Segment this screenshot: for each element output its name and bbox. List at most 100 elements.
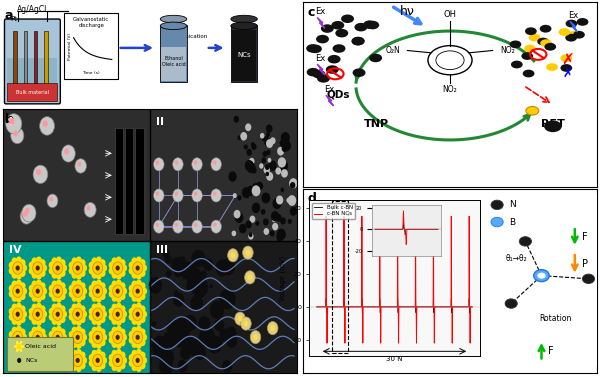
Bulk c-BN	[464, 305, 472, 309]
Circle shape	[43, 120, 48, 127]
Circle shape	[71, 303, 77, 311]
Bar	[232, 30, 256, 81]
Circle shape	[73, 262, 83, 274]
Circle shape	[56, 272, 62, 280]
Bar	[332, 201, 348, 353]
Circle shape	[61, 264, 67, 272]
Y-axis label: Voltage (mV): Voltage (mV)	[279, 255, 286, 301]
Circle shape	[253, 334, 258, 340]
Circle shape	[133, 308, 143, 320]
Circle shape	[59, 305, 65, 313]
Circle shape	[71, 280, 77, 288]
Circle shape	[100, 293, 106, 300]
Circle shape	[81, 334, 87, 341]
Circle shape	[96, 342, 102, 349]
Circle shape	[116, 303, 122, 310]
Circle shape	[181, 334, 195, 352]
Circle shape	[100, 282, 106, 290]
Circle shape	[52, 341, 58, 348]
Circle shape	[116, 272, 122, 280]
Circle shape	[524, 44, 536, 52]
Circle shape	[76, 319, 82, 326]
Circle shape	[32, 317, 37, 325]
Circle shape	[209, 284, 213, 288]
Circle shape	[131, 303, 137, 311]
Circle shape	[9, 118, 14, 125]
Circle shape	[59, 270, 65, 277]
Circle shape	[140, 259, 146, 267]
Circle shape	[249, 233, 253, 237]
Text: d: d	[307, 192, 316, 205]
Circle shape	[71, 257, 77, 265]
Circle shape	[252, 202, 260, 213]
Circle shape	[109, 360, 115, 367]
Circle shape	[100, 316, 106, 323]
Circle shape	[109, 313, 115, 321]
Circle shape	[101, 287, 107, 295]
Polygon shape	[326, 95, 334, 106]
Circle shape	[16, 365, 22, 372]
Circle shape	[89, 360, 95, 367]
Bulk c-BN	[313, 305, 320, 309]
Circle shape	[116, 256, 122, 264]
Circle shape	[208, 336, 222, 354]
Circle shape	[95, 335, 100, 340]
Circle shape	[49, 197, 53, 202]
Circle shape	[174, 332, 187, 348]
Circle shape	[569, 31, 580, 38]
Circle shape	[316, 35, 329, 43]
Circle shape	[89, 308, 95, 315]
Circle shape	[199, 327, 215, 347]
Circle shape	[8, 354, 14, 361]
Circle shape	[155, 192, 159, 196]
Circle shape	[366, 21, 379, 29]
Text: Ex: Ex	[568, 11, 578, 20]
Circle shape	[119, 305, 125, 313]
Circle shape	[194, 192, 197, 196]
Bulk c-BN	[389, 305, 396, 309]
Text: θ₁→θ₂: θ₁→θ₂	[505, 254, 527, 263]
Text: NCs: NCs	[25, 358, 37, 363]
Polygon shape	[317, 17, 325, 28]
Text: N: N	[509, 201, 517, 209]
Circle shape	[271, 325, 275, 331]
Circle shape	[11, 364, 17, 371]
Circle shape	[49, 313, 55, 321]
Circle shape	[36, 303, 42, 310]
Text: O₂N: O₂N	[385, 46, 400, 55]
Circle shape	[141, 311, 147, 318]
Circle shape	[29, 331, 35, 338]
Circle shape	[121, 357, 127, 364]
Circle shape	[277, 215, 281, 220]
Circle shape	[133, 354, 143, 366]
Circle shape	[245, 271, 255, 284]
Circle shape	[136, 326, 142, 333]
Circle shape	[32, 331, 43, 343]
Circle shape	[174, 267, 182, 277]
Text: II: II	[156, 116, 164, 127]
Circle shape	[119, 259, 125, 267]
Circle shape	[192, 189, 202, 202]
Circle shape	[175, 192, 178, 196]
Circle shape	[59, 282, 65, 290]
Circle shape	[68, 267, 74, 274]
Circle shape	[116, 279, 122, 287]
Circle shape	[76, 272, 82, 280]
Circle shape	[84, 202, 96, 217]
Circle shape	[109, 262, 115, 269]
Circle shape	[32, 262, 43, 274]
Circle shape	[100, 270, 106, 277]
Circle shape	[131, 341, 137, 348]
Circle shape	[40, 259, 46, 267]
Circle shape	[190, 350, 194, 354]
Circle shape	[321, 24, 334, 33]
Circle shape	[119, 362, 125, 369]
Circle shape	[136, 312, 140, 317]
Circle shape	[289, 178, 298, 188]
Circle shape	[20, 352, 26, 359]
Circle shape	[21, 345, 24, 348]
Circle shape	[92, 262, 103, 274]
Text: Potential (V): Potential (V)	[68, 33, 72, 60]
Circle shape	[203, 258, 213, 271]
Circle shape	[566, 20, 577, 28]
